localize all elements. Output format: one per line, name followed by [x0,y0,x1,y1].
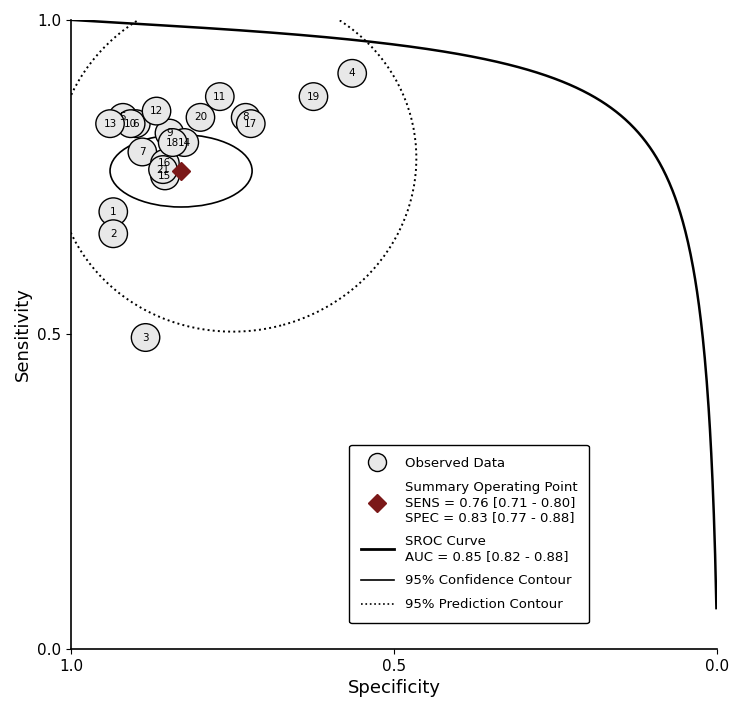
Text: 3: 3 [142,333,149,343]
Text: 8: 8 [242,112,249,122]
Circle shape [206,82,234,110]
Text: 19: 19 [307,92,320,102]
Circle shape [132,324,160,351]
Text: 5: 5 [120,112,126,122]
Circle shape [96,109,124,137]
Circle shape [122,109,150,137]
Text: 1: 1 [110,207,117,217]
Circle shape [231,104,260,132]
Text: 11: 11 [213,92,227,102]
Circle shape [143,97,171,125]
Circle shape [155,119,184,147]
X-axis label: Specificity: Specificity [348,679,441,697]
Circle shape [236,109,265,137]
Circle shape [158,129,187,156]
Legend: Observed Data, Summary Operating Point
SENS = 0.76 [0.71 - 0.80]
SPEC = 0.83 [0.: Observed Data, Summary Operating Point S… [349,445,589,624]
Circle shape [149,156,177,183]
Text: 12: 12 [150,106,163,116]
Circle shape [117,109,145,137]
Circle shape [151,162,179,190]
Text: 6: 6 [132,119,139,129]
Text: 15: 15 [158,171,172,181]
Text: 2: 2 [110,229,117,239]
Text: 10: 10 [124,119,137,129]
Circle shape [186,104,215,132]
Circle shape [128,138,157,166]
Text: 4: 4 [349,68,355,78]
Text: 13: 13 [103,119,117,129]
Circle shape [170,129,198,156]
Text: 14: 14 [178,137,191,148]
Circle shape [338,60,366,87]
Text: 18: 18 [166,137,179,148]
Circle shape [299,82,328,110]
Text: 7: 7 [139,147,146,157]
Circle shape [99,220,128,247]
Text: 9: 9 [166,128,173,138]
Circle shape [108,104,137,132]
Text: 20: 20 [194,112,207,122]
Circle shape [99,198,128,225]
Text: 21: 21 [156,164,169,175]
Y-axis label: Sensitivity: Sensitivity [14,287,32,381]
Text: 17: 17 [244,119,257,129]
Circle shape [151,149,179,177]
Text: 16: 16 [158,159,172,169]
